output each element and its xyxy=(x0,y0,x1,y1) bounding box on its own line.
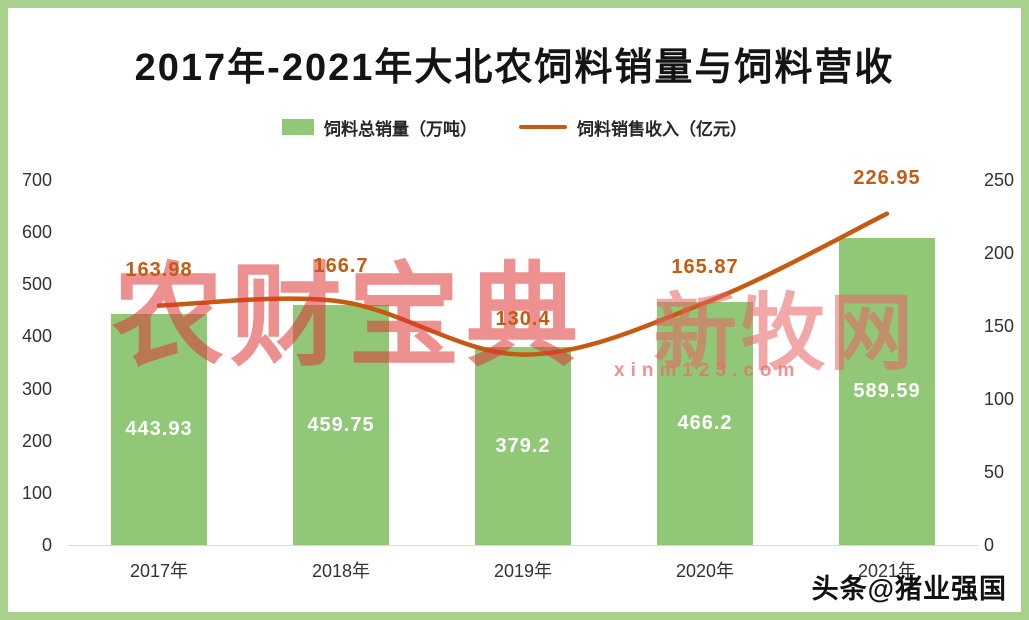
legend-line-label: 饲料销售收入（亿元） xyxy=(577,119,747,139)
right-axis-tick: 0 xyxy=(984,535,995,555)
left-axis-tick: 0 xyxy=(41,535,52,555)
left-axis-tick: 200 xyxy=(21,430,52,451)
right-axis-tick: 200 xyxy=(984,243,1015,263)
bar-value-label: 589.59 xyxy=(853,380,921,403)
bar-value-label: 459.75 xyxy=(307,414,375,437)
left-axis-tick: 500 xyxy=(21,274,52,295)
right-axis-tick: 100 xyxy=(984,389,1015,409)
bar xyxy=(475,347,571,545)
left-axis-tick: 100 xyxy=(21,482,52,503)
left-axis-tick: 400 xyxy=(21,326,52,347)
x-axis-baseline xyxy=(68,545,978,546)
left-axis-tick: 700 xyxy=(21,170,52,190)
chart-title: 2017年-2021年大北农饲料销量与饲料营收 xyxy=(134,47,895,89)
line-value-label: 165.87 xyxy=(671,255,739,278)
legend-bar-label: 饲料总销量（万吨） xyxy=(324,119,477,139)
legend-item-bar-series: 饲料总销量（万吨） xyxy=(282,115,477,140)
right-axis-tick: 150 xyxy=(984,316,1015,336)
credit-text: 头条@猪业强国 xyxy=(811,574,1007,604)
x-axis-label: 2017年 xyxy=(129,561,189,581)
legend-item-line-series: 饲料销售收入（亿元） xyxy=(519,115,747,140)
line-value-label: 163.98 xyxy=(125,258,193,281)
x-axis-label: 2020年 xyxy=(675,561,735,581)
bar-value-label: 466.2 xyxy=(677,412,733,435)
bar-value-label: 443.93 xyxy=(125,418,193,441)
right-axis-tick: 50 xyxy=(984,462,1005,482)
legend: 饲料总销量（万吨） 饲料销售收入（亿元） xyxy=(8,114,1021,140)
bar-legend-swatch-icon xyxy=(282,119,314,135)
left-axis-tick: 600 xyxy=(21,222,52,243)
x-axis-label: 2019年 xyxy=(493,561,553,581)
left-axis-tick: 300 xyxy=(21,378,52,399)
line-value-label: 166.7 xyxy=(313,254,369,277)
line-legend-swatch-icon xyxy=(519,125,567,129)
x-axis-label: 2021年 xyxy=(857,561,917,581)
revenue-line-path xyxy=(156,211,890,357)
line-value-label: 130.4 xyxy=(495,307,551,330)
bar-value-label: 379.2 xyxy=(495,435,551,458)
right-axis-tick: 250 xyxy=(984,170,1015,190)
x-axis-label: 2018年 xyxy=(311,561,371,581)
line-value-label: 226.95 xyxy=(853,166,921,189)
